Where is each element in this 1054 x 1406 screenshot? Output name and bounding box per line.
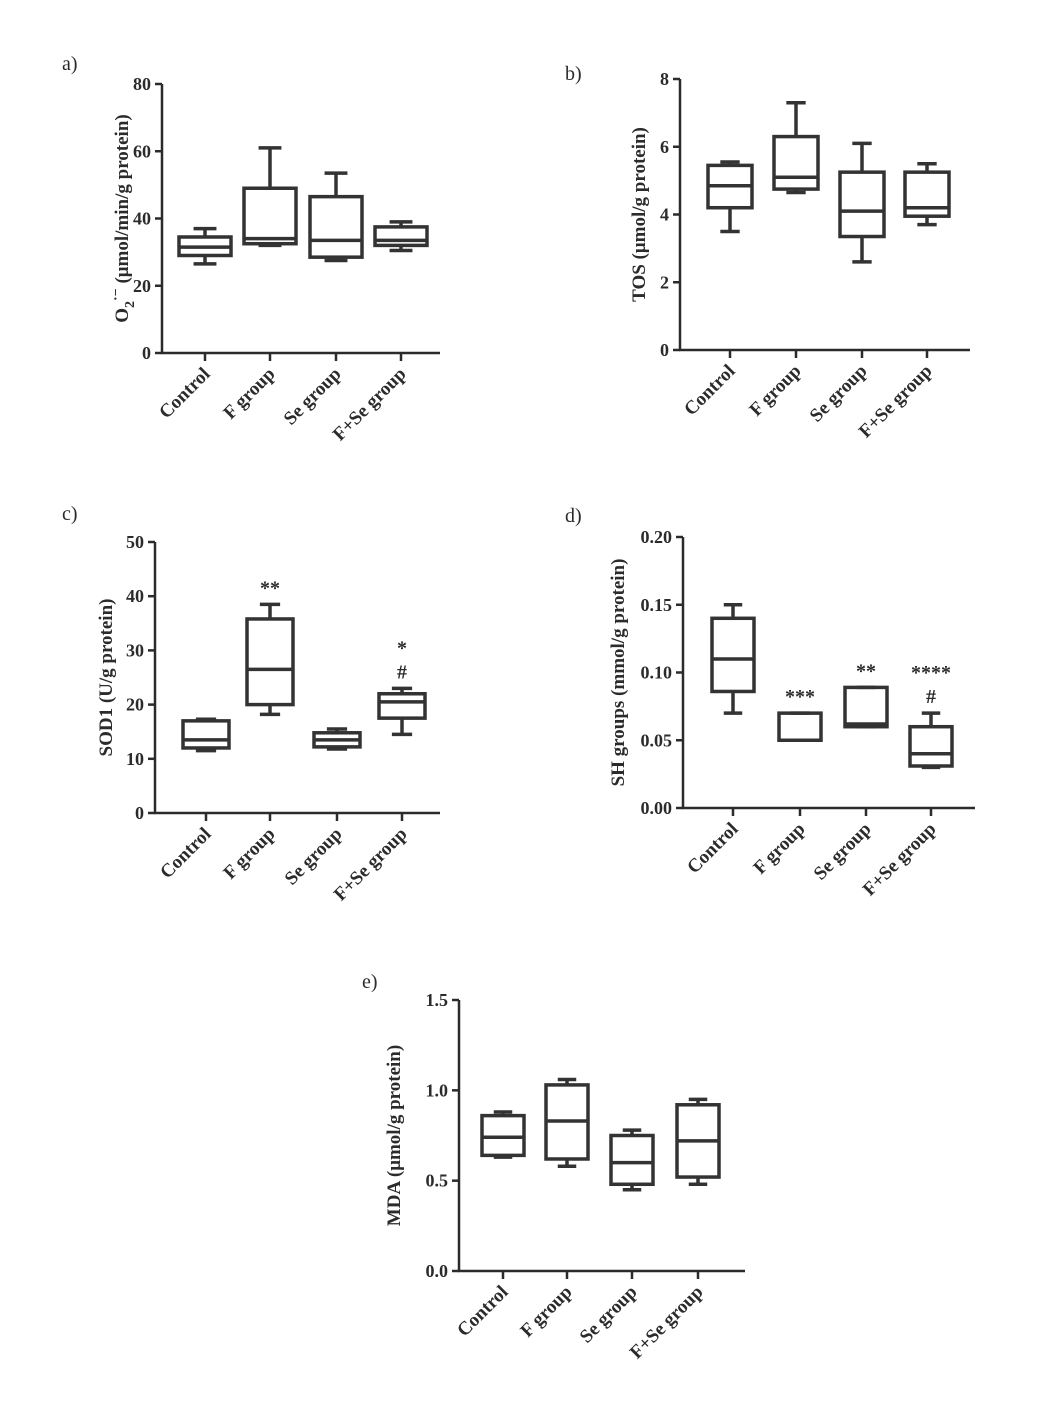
iqr-box bbox=[903, 170, 951, 218]
panel-label: a) bbox=[62, 53, 78, 75]
box-se-group bbox=[838, 141, 886, 264]
y-tick-label: 0.5 bbox=[426, 1171, 449, 1191]
category-label: Se group bbox=[806, 361, 872, 427]
y-axis-title: SH groups (mmol/g protein) bbox=[608, 559, 629, 787]
panel-a: a) 0 20 40 60 80 O2·− (μmol/min/g protein) Cont… bbox=[62, 53, 440, 445]
y-tick-label: 1.5 bbox=[426, 990, 449, 1010]
panel-e: e) 0.0 0.5 1.0 1.5 MDA (μmol/g protein) Contro… bbox=[362, 971, 745, 1363]
panel-b: b) 0 2 4 6 8 TOS (μmol/g protein) Control F grou… bbox=[565, 63, 970, 442]
significance-marker: ** bbox=[856, 660, 876, 682]
category-label: Control bbox=[683, 819, 742, 878]
panel-label: e) bbox=[362, 971, 378, 993]
box-se-group bbox=[308, 171, 364, 263]
iqr-box bbox=[308, 194, 364, 259]
category-label: Control bbox=[453, 1282, 512, 1341]
category-label: Control bbox=[155, 364, 214, 423]
box-f-se-group bbox=[908, 711, 954, 770]
category-label: F group bbox=[220, 824, 280, 884]
panel-d: d) 0.00 0.05 0.10 0.15 0.20 SH groups (mmol/g … bbox=[565, 505, 975, 900]
y-tick-label: 20 bbox=[126, 695, 144, 715]
iqr-box bbox=[480, 1113, 526, 1158]
box-f-se-group bbox=[675, 1097, 721, 1187]
significance-marker: * bbox=[397, 637, 407, 659]
y-tick-label: 0.10 bbox=[641, 663, 673, 683]
iqr-box bbox=[908, 724, 954, 768]
y-axis-title: MDA (μmol/g protein) bbox=[384, 1045, 405, 1226]
y-tick-label: 20 bbox=[133, 276, 151, 296]
box-f-group bbox=[544, 1077, 590, 1168]
iqr-box bbox=[777, 711, 823, 743]
significance-marker: # bbox=[397, 661, 407, 683]
box-f-se-group bbox=[903, 161, 951, 227]
box-control bbox=[177, 226, 233, 266]
category-label: Se group bbox=[280, 364, 346, 430]
y-tick-label: 10 bbox=[126, 749, 144, 769]
iqr-box bbox=[772, 134, 820, 191]
box-f-group bbox=[245, 602, 295, 717]
y-tick-label: 0.0 bbox=[426, 1261, 449, 1281]
y-tick-label: 0 bbox=[660, 340, 669, 360]
iqr-box bbox=[373, 225, 429, 248]
iqr-box bbox=[838, 170, 886, 239]
box-control bbox=[480, 1110, 526, 1159]
box-f-se-group bbox=[373, 220, 429, 253]
category-label: Se group bbox=[810, 819, 876, 885]
box-se-group bbox=[609, 1128, 655, 1192]
category-label: Control bbox=[156, 824, 215, 883]
iqr-box bbox=[377, 692, 427, 720]
box-f-group bbox=[242, 146, 298, 248]
category-label: F group bbox=[750, 819, 810, 879]
y-tick-label: 0 bbox=[135, 803, 144, 823]
panel-c: c) 0 10 20 30 40 50 SOD1 (U/g protein) Control F … bbox=[62, 503, 440, 905]
y-axis-title: O2·− (μmol/min/g protein) bbox=[109, 114, 138, 322]
y-tick-label: 0.15 bbox=[641, 595, 673, 615]
y-tick-label: 80 bbox=[133, 74, 151, 94]
category-label: F group bbox=[220, 364, 280, 424]
y-tick-label: 60 bbox=[133, 141, 151, 161]
box-f-group bbox=[772, 100, 820, 195]
y-tick-label: 8 bbox=[660, 69, 669, 89]
y-tick-label: 0.00 bbox=[641, 798, 673, 818]
iqr-box bbox=[245, 617, 295, 707]
box-f-group bbox=[777, 711, 823, 743]
y-tick-label: 0 bbox=[142, 343, 151, 363]
y-tick-label: 0.20 bbox=[641, 527, 673, 547]
category-label: F group bbox=[517, 1282, 577, 1342]
iqr-box bbox=[710, 616, 756, 694]
category-label: F group bbox=[746, 361, 806, 421]
panel-label: c) bbox=[62, 503, 78, 525]
category-label: Se group bbox=[576, 1282, 642, 1348]
y-axis-title: TOS (μmol/g protein) bbox=[629, 127, 650, 302]
y-tick-label: 2 bbox=[660, 272, 669, 292]
box-control bbox=[706, 160, 754, 234]
y-tick-label: 40 bbox=[133, 209, 151, 229]
box-control bbox=[181, 717, 231, 753]
y-tick-label: 6 bbox=[660, 137, 669, 157]
y-axis-title: SOD1 (U/g protein) bbox=[96, 599, 117, 757]
y-tick-label: 4 bbox=[660, 205, 669, 225]
significance-marker: # bbox=[926, 686, 936, 708]
box-se-group bbox=[312, 727, 362, 751]
panel-label: b) bbox=[565, 63, 582, 85]
y-tick-label: 40 bbox=[126, 586, 144, 606]
panel-label: d) bbox=[565, 505, 582, 527]
y-tick-label: 0.05 bbox=[641, 730, 673, 750]
category-label: Se group bbox=[281, 824, 347, 890]
iqr-box bbox=[609, 1133, 655, 1187]
y-tick-label: 1.0 bbox=[426, 1080, 449, 1100]
iqr-box bbox=[843, 685, 889, 729]
category-label: Control bbox=[680, 361, 739, 420]
box-f-se-group bbox=[377, 686, 427, 737]
iqr-box bbox=[242, 186, 298, 246]
y-tick-label: 50 bbox=[126, 532, 144, 552]
significance-marker: **** bbox=[911, 662, 951, 684]
box-se-group bbox=[843, 685, 889, 729]
significance-marker: ** bbox=[260, 577, 280, 599]
y-tick-label: 30 bbox=[126, 640, 144, 660]
iqr-box bbox=[181, 719, 231, 750]
significance-marker: *** bbox=[785, 686, 815, 708]
box-control bbox=[710, 603, 756, 715]
